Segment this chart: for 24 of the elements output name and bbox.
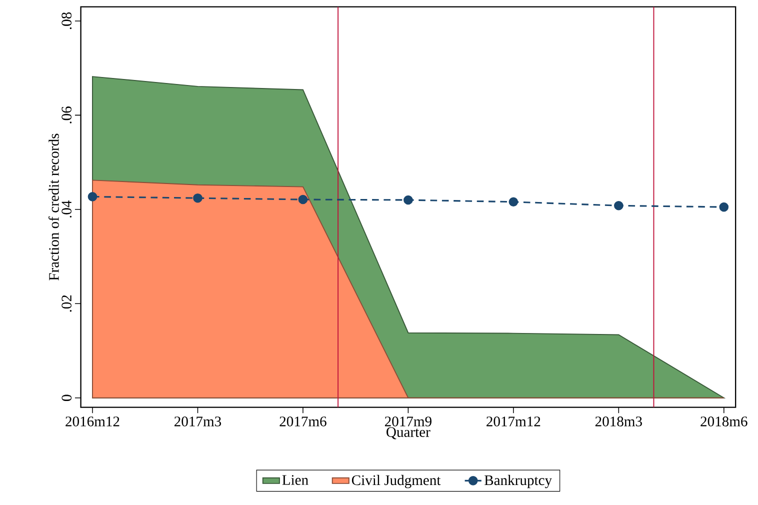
x-tick-label: 2018m3 [595,416,642,426]
point [404,195,413,205]
legend-label: Lien [282,475,308,486]
y-tick-label: .02 [62,295,72,312]
x-tick-label: 2017m3 [174,416,222,426]
y-tick-label: .08 [62,12,72,30]
y-axis-title: Fraction of credit records [48,134,59,281]
x-tick-label: 2016m12 [66,416,120,426]
x-tick-label: 2017m6 [280,416,326,426]
point [193,194,202,203]
point [508,197,518,207]
point [719,202,729,212]
x-axis-title: Quarter [386,427,430,440]
y-tick-label: .06 [62,106,72,124]
y-tick-label: .04 [62,200,72,218]
point [88,192,98,202]
y-tick-label: 0 [62,394,72,402]
legend-label: Bankruptcy [484,475,552,488]
legend-label: Civil Judgment [352,475,441,488]
x-tick-label: 2017m12 [486,416,540,426]
point [614,201,624,210]
x-tick-label: 2017m9 [384,416,432,426]
point [298,194,308,204]
x-tick-label: 2018m6 [700,416,748,426]
